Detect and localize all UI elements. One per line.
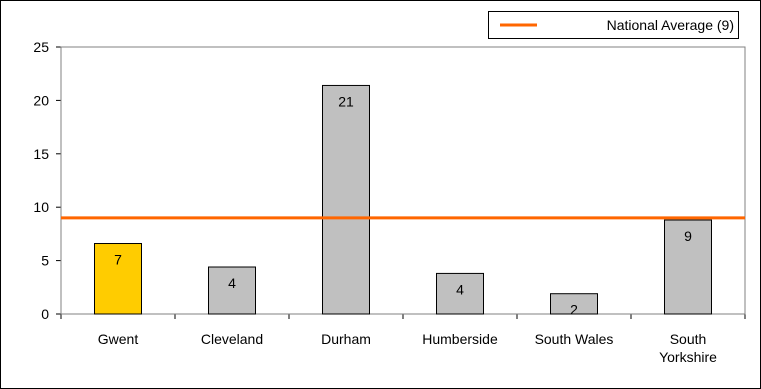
- legend-label: National Average (9): [607, 17, 734, 33]
- x-tick-label-line: Gwent: [98, 331, 139, 347]
- bar-south-wales: [550, 293, 598, 315]
- data-label: 2: [570, 302, 578, 318]
- plot-area: [60, 46, 746, 315]
- bar-humberside: [436, 272, 484, 315]
- y-tick-label: 5: [41, 253, 49, 269]
- y-tick-label: 10: [33, 199, 49, 215]
- x-tick-label: Cleveland: [201, 331, 263, 347]
- bar-gwent: [94, 243, 142, 315]
- x-tick-label-line: Durham: [321, 331, 371, 347]
- bar-cleveland: [208, 266, 256, 315]
- x-tick-label: Gwent: [98, 331, 139, 347]
- x-tick-label: Durham: [321, 331, 371, 347]
- y-tick-label: 0: [41, 306, 49, 322]
- x-tick-label-line: Cleveland: [201, 331, 263, 347]
- x-tick-label: South Yorkshire: [659, 331, 717, 365]
- data-label: 4: [228, 275, 236, 291]
- data-label: 21: [338, 93, 354, 109]
- x-tick-label-line: Humberside: [422, 331, 498, 347]
- data-label: 7: [114, 252, 122, 268]
- y-tick-label: 15: [33, 146, 49, 162]
- data-label: 9: [684, 228, 692, 244]
- bar-durham: [322, 84, 370, 315]
- x-tick-label-line: South: [670, 331, 707, 347]
- x-tick-label-line: South Wales: [535, 331, 614, 347]
- data-label: 4: [456, 281, 464, 297]
- x-tick-label: Humberside: [422, 331, 498, 347]
- bar-south-yorkshire: [664, 219, 712, 315]
- x-tick-label-line: Yorkshire: [659, 349, 717, 365]
- y-tick-label: 20: [33, 92, 49, 108]
- x-tick-label: South Wales: [535, 331, 614, 347]
- y-tick-label: 25: [33, 39, 49, 55]
